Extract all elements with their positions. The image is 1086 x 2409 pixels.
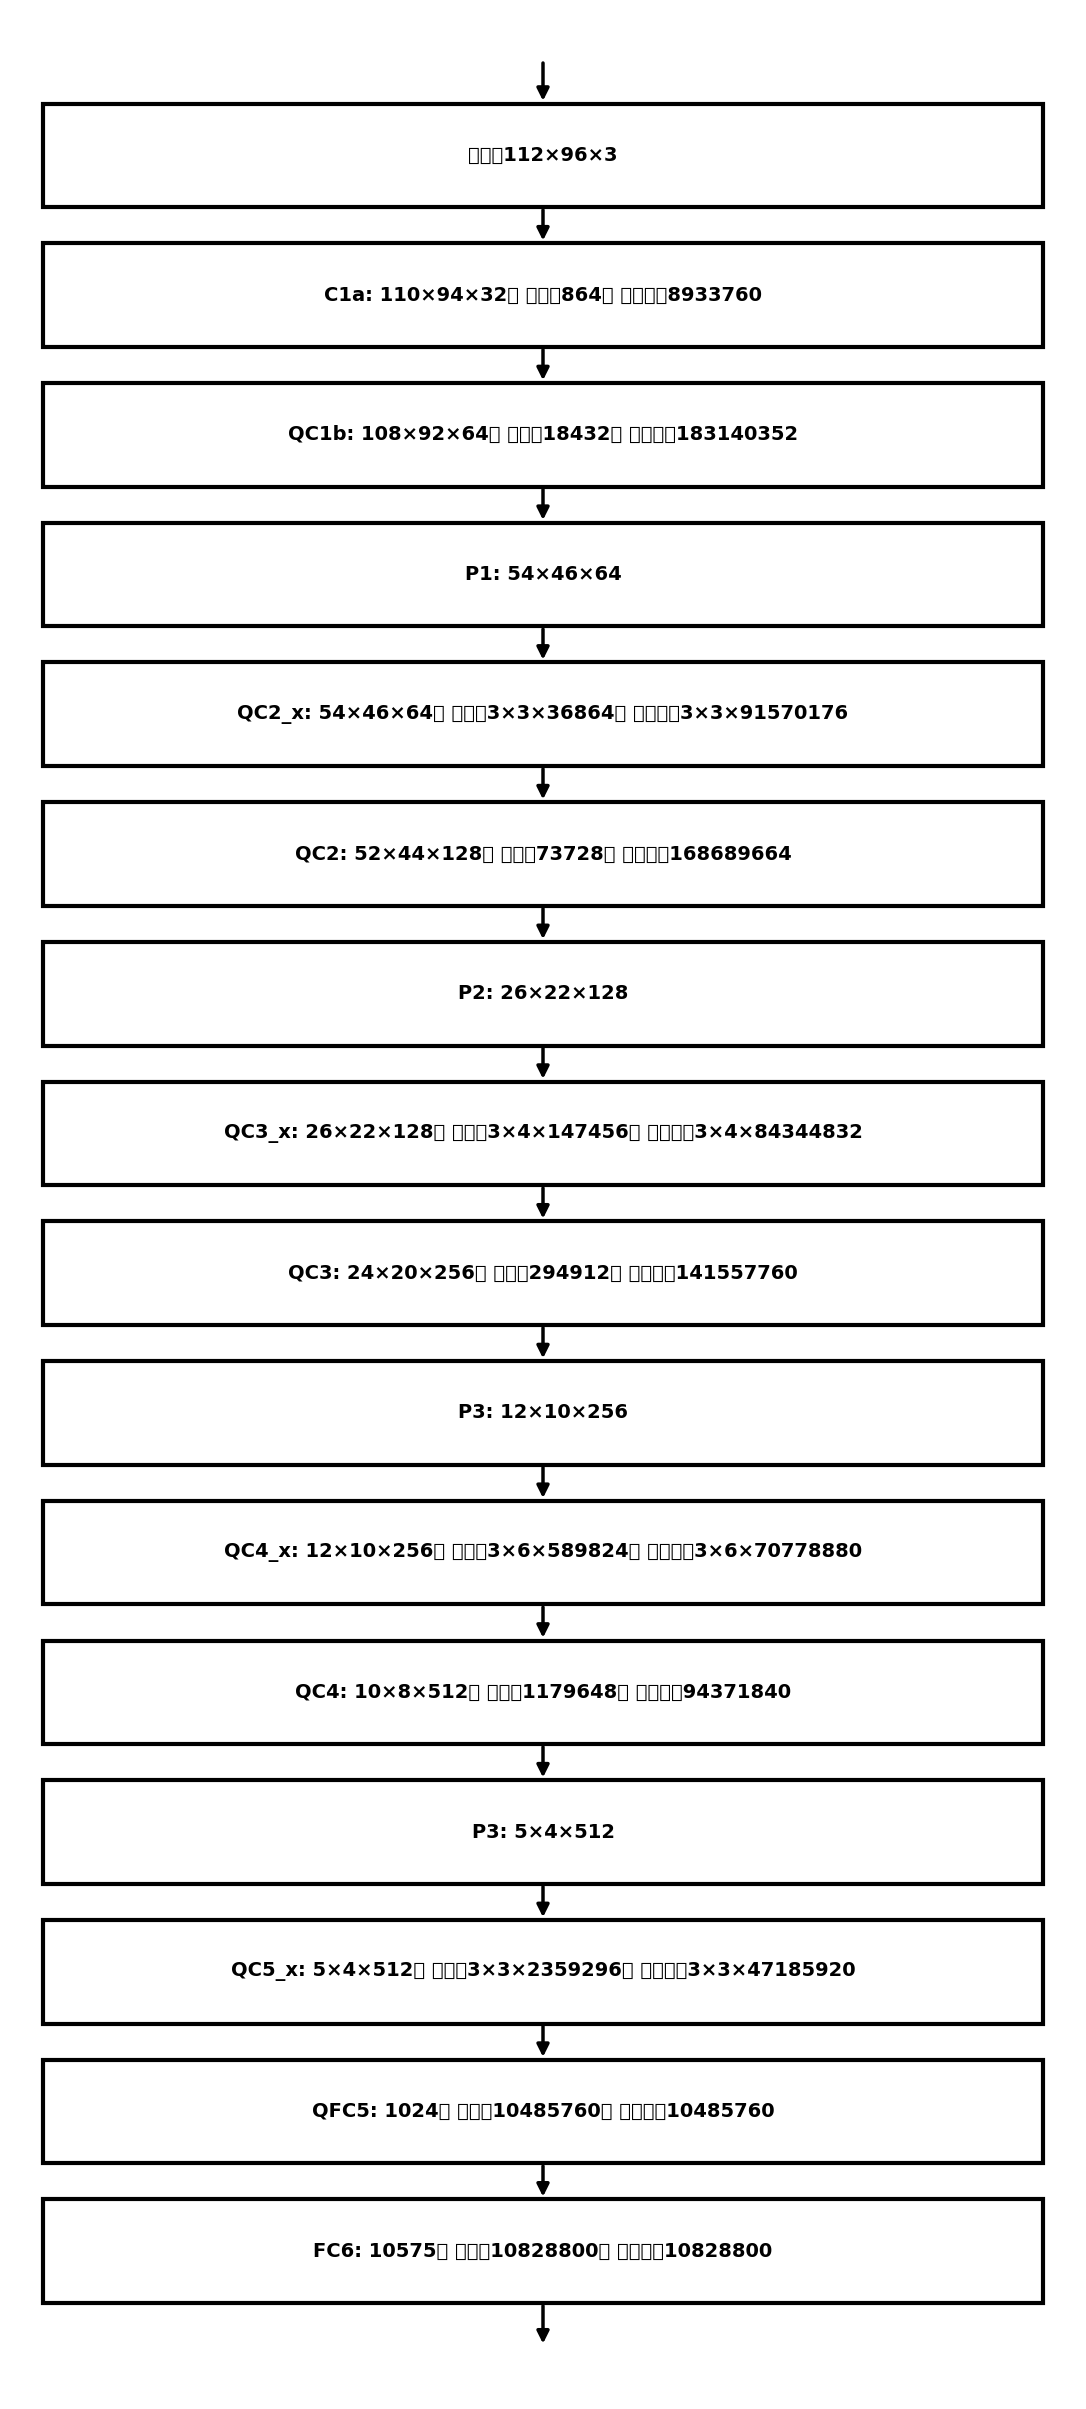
Text: QC4: 10×8×512； 参数：1179648； 计算量：94371840: QC4: 10×8×512； 参数：1179648； 计算量：94371840	[295, 1684, 791, 1701]
Text: 输入：112×96×3: 输入：112×96×3	[468, 147, 618, 164]
Bar	[43, 104, 1043, 207]
Bar	[43, 1082, 1043, 1185]
Text: QFC5: 1024； 参数：10485760； 计算量：10485760: QFC5: 1024； 参数：10485760； 计算量：10485760	[312, 2103, 774, 2120]
Bar	[43, 383, 1043, 487]
Bar	[43, 1780, 1043, 1884]
Bar	[43, 2060, 1043, 2163]
Text: P3: 5×4×512: P3: 5×4×512	[471, 1824, 615, 1840]
Bar	[43, 1641, 1043, 1744]
Bar	[43, 942, 1043, 1046]
Text: QC3_x: 26×22×128； 参数：3×4×147456； 计算量：3×4×84344832: QC3_x: 26×22×128； 参数：3×4×147456； 计算量：3×4…	[224, 1125, 862, 1142]
Bar	[43, 523, 1043, 626]
Bar	[43, 2199, 1043, 2303]
Bar	[43, 243, 1043, 347]
Bar	[43, 1361, 1043, 1465]
Bar	[43, 1221, 1043, 1325]
Text: QC2: 52×44×128； 参数：73728； 计算量：168689664: QC2: 52×44×128； 参数：73728； 计算量：168689664	[294, 846, 792, 862]
Bar	[43, 1501, 1043, 1604]
Text: QC3: 24×20×256； 参数：294912； 计算量：141557760: QC3: 24×20×256； 参数：294912； 计算量：141557760	[288, 1265, 798, 1282]
Text: QC1b: 108×92×64； 参数：18432； 计算量：183140352: QC1b: 108×92×64； 参数：18432； 计算量：183140352	[288, 426, 798, 443]
Text: QC4_x: 12×10×256； 参数：3×6×589824； 计算量：3×6×70778880: QC4_x: 12×10×256； 参数：3×6×589824； 计算量：3×6…	[224, 1544, 862, 1561]
Bar	[43, 1920, 1043, 2024]
Text: P3: 12×10×256: P3: 12×10×256	[458, 1404, 628, 1421]
Text: QC5_x: 5×4×512； 参数：3×3×2359296； 计算量：3×3×47185920: QC5_x: 5×4×512； 参数：3×3×2359296； 计算量：3×3×…	[230, 1963, 856, 1980]
Bar	[43, 802, 1043, 906]
Text: P1: 54×46×64: P1: 54×46×64	[465, 566, 621, 583]
Text: P2: 26×22×128: P2: 26×22×128	[458, 985, 628, 1002]
Text: QC2_x: 54×46×64； 参数：3×3×36864； 计算量：3×3×91570176: QC2_x: 54×46×64； 参数：3×3×36864； 计算量：3×3×9…	[238, 706, 848, 723]
Text: FC6: 10575； 参数：10828800； 计算量：10828800: FC6: 10575； 参数：10828800； 计算量：10828800	[314, 2243, 772, 2260]
Text: C1a: 110×94×32； 参数：864； 计算量：8933760: C1a: 110×94×32； 参数：864； 计算量：8933760	[324, 287, 762, 304]
Bar	[43, 662, 1043, 766]
